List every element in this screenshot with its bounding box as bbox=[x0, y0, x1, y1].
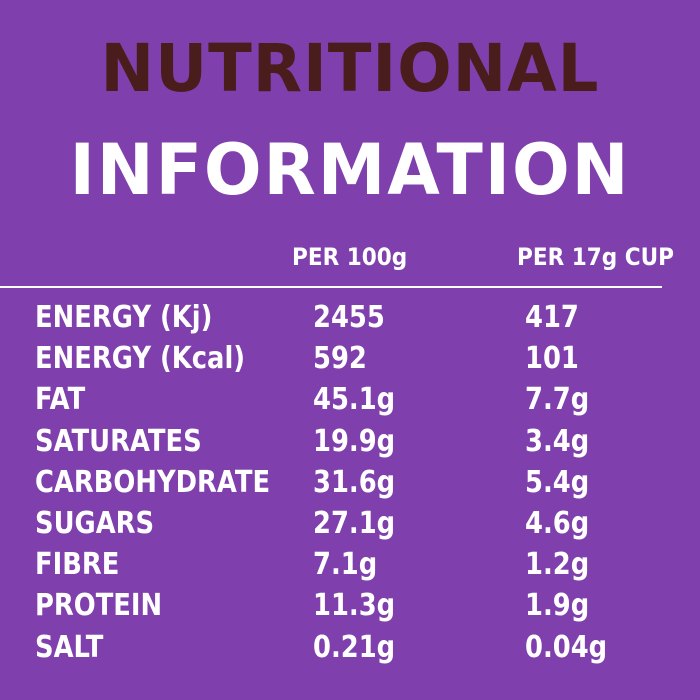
table-row: FIBRE 7.1g 1.2g bbox=[0, 545, 700, 586]
nutrient-label: FIBRE bbox=[35, 547, 120, 583]
value-per-cup: 4.6g bbox=[525, 505, 590, 541]
value-per-100g: 2455 bbox=[313, 300, 385, 335]
nutrient-label: ENERGY (Kcal) bbox=[35, 341, 246, 377]
value-per-100g: 0.21g bbox=[313, 629, 396, 665]
value-per-cup: 1.9g bbox=[525, 588, 590, 624]
value-per-100g: 11.3g bbox=[313, 588, 396, 624]
value-per-100g: 592 bbox=[313, 341, 367, 377]
value-per-cup: 1.2g bbox=[525, 547, 590, 583]
table-row: ENERGY (Kcal) 592 101 bbox=[0, 339, 700, 380]
value-per-cup: 5.4g bbox=[525, 464, 590, 500]
table-row: CARBOHYDRATE 31.6g 5.4g bbox=[0, 463, 700, 504]
value-per-cup: 0.04g bbox=[525, 629, 608, 665]
value-per-100g: 19.9g bbox=[313, 423, 396, 459]
value-per-cup: 7.7g bbox=[525, 382, 590, 418]
nutrient-label: SUGARS bbox=[35, 505, 155, 541]
nutrient-label: CARBOHYDRATE bbox=[35, 464, 271, 500]
nutrient-label: ENERGY (Kj) bbox=[35, 300, 213, 335]
column-header-per-cup: PER 17g CUP bbox=[517, 243, 674, 271]
value-per-100g: 7.1g bbox=[313, 547, 378, 583]
value-per-100g: 27.1g bbox=[313, 505, 396, 541]
nutrition-table: ENERGY (Kj) 2455 417 ENERGY (Kcal) 592 1… bbox=[0, 298, 700, 669]
column-header-per-100g: PER 100g bbox=[292, 243, 408, 271]
title-information: INFORMATION bbox=[69, 129, 631, 211]
nutrient-label: FAT bbox=[35, 382, 86, 418]
nutrient-label: PROTEIN bbox=[35, 588, 163, 624]
value-per-100g: 31.6g bbox=[313, 464, 396, 500]
value-per-cup: 417 bbox=[525, 300, 579, 335]
table-row: ENERGY (Kj) 2455 417 bbox=[0, 298, 700, 339]
title-nutritional: NUTRITIONAL bbox=[100, 30, 600, 107]
table-row: SALT 0.21g 0.04g bbox=[0, 628, 700, 669]
table-row: SUGARS 27.1g 4.6g bbox=[0, 504, 700, 545]
value-per-cup: 3.4g bbox=[525, 423, 590, 459]
value-per-100g: 45.1g bbox=[313, 382, 396, 418]
table-row: SATURATES 19.9g 3.4g bbox=[0, 422, 700, 463]
table-row: PROTEIN 11.3g 1.9g bbox=[0, 586, 700, 627]
value-per-cup: 101 bbox=[525, 341, 579, 377]
nutrient-label: SALT bbox=[35, 629, 104, 665]
nutrient-label: SATURATES bbox=[35, 423, 202, 459]
header-divider bbox=[0, 286, 662, 288]
table-row: FAT 45.1g 7.7g bbox=[0, 380, 700, 421]
